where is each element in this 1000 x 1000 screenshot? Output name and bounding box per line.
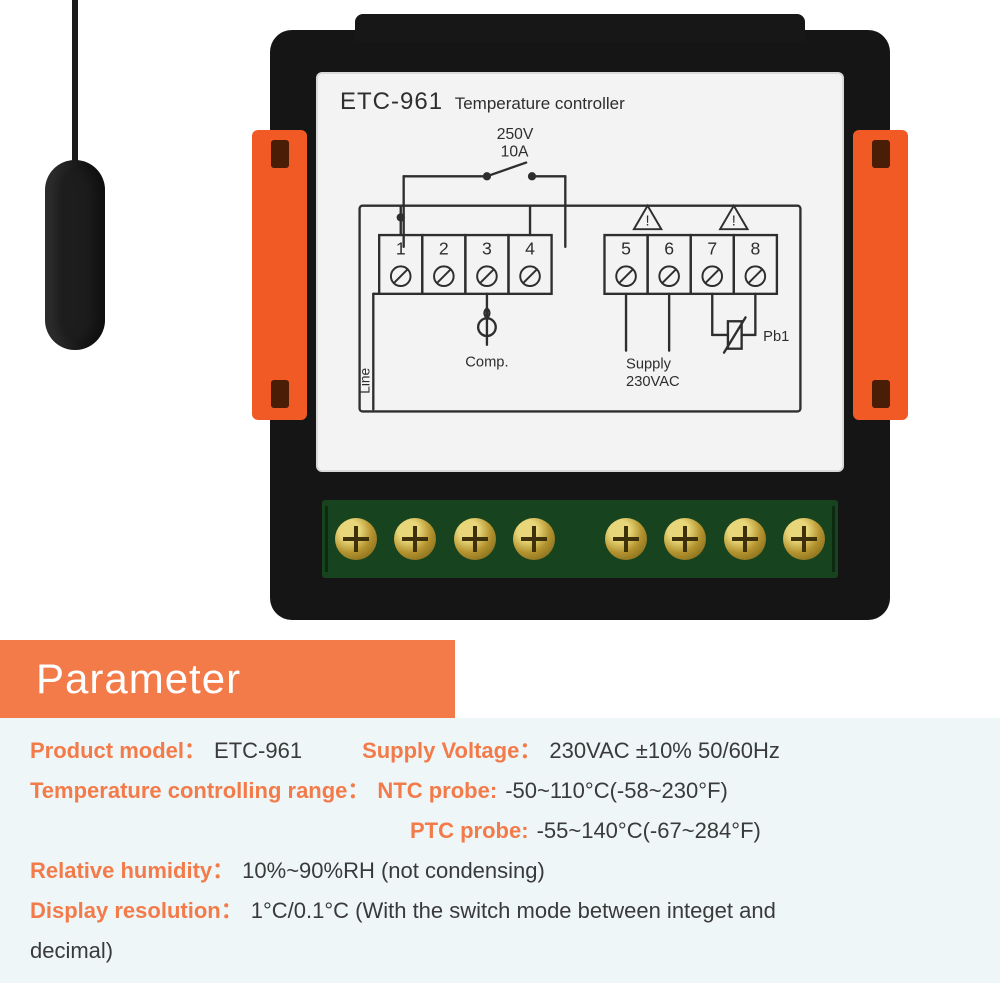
ntc-key: NTC probe: — [377, 774, 497, 808]
svg-text:4: 4 — [525, 239, 535, 259]
terminal-screw-2[interactable] — [394, 518, 436, 560]
controller-device: ETC-961 Temperature controller 250V 10A — [270, 30, 890, 620]
row-humidity: Relative humidity： 10%~90%RH (not conden… — [30, 854, 970, 888]
resolution-value: 1°C/0.1°C (With the switch mode between … — [251, 894, 776, 928]
parameter-header: Parameter — [0, 640, 455, 718]
svg-text:1: 1 — [396, 239, 406, 259]
device-top-ridge — [355, 14, 805, 42]
terminal-screw-1[interactable] — [335, 518, 377, 560]
temperature-probe — [30, 0, 120, 380]
svg-text:7: 7 — [707, 239, 717, 259]
row-temp-range: Temperature controlling range： NTC probe… — [30, 774, 970, 808]
parameter-body: Product model： ETC-961 Supply Voltage： 2… — [30, 734, 970, 975]
terminal-screw-6[interactable] — [664, 518, 706, 560]
ptc-value: -55~140°C(-67~284°F) — [537, 814, 761, 848]
mounting-clip-left — [252, 130, 307, 420]
product-model-key: Product model： — [30, 734, 206, 768]
mounting-clip-right — [853, 130, 908, 420]
terminal-screw-8[interactable] — [783, 518, 825, 560]
svg-text:!: ! — [646, 213, 650, 229]
device-model: ETC-961 — [340, 88, 443, 115]
wiring-diagram-svg: 250V 10A — [340, 116, 820, 456]
svg-text:!: ! — [732, 213, 736, 229]
device-subtitle: Temperature controller — [455, 94, 625, 113]
row-ptc: PTC probe: -55~140°C(-67~284°F) — [30, 814, 970, 848]
svg-text:8: 8 — [750, 239, 760, 259]
supply-voltage-value: 230VAC ±10% 50/60Hz — [549, 734, 780, 768]
terminal-strip — [322, 500, 838, 578]
humidity-value: 10%~90%RH (not condensing) — [242, 854, 545, 888]
parameter-header-text: Parameter — [36, 655, 241, 702]
probe-tip — [45, 160, 105, 350]
row-resolution-2: decimal) — [30, 934, 970, 968]
terminal-screw-5[interactable] — [605, 518, 647, 560]
terminal-screw-7[interactable] — [724, 518, 766, 560]
ntc-value: -50~110°C(-58~230°F) — [505, 774, 728, 808]
svg-text:6: 6 — [664, 239, 674, 259]
resolution-value-2: decimal) — [30, 934, 113, 968]
svg-text:5: 5 — [621, 239, 631, 259]
relay-voltage-text: 250V — [497, 126, 534, 143]
wiring-label-plate: ETC-961 Temperature controller 250V 10A — [316, 72, 844, 472]
row-model-supply: Product model： ETC-961 Supply Voltage： 2… — [30, 734, 970, 768]
supply-label: Supply — [626, 356, 672, 372]
relay-current-text: 10A — [501, 144, 529, 161]
humidity-key: Relative humidity： — [30, 854, 234, 888]
resolution-key: Display resolution： — [30, 894, 243, 928]
wiring-diagram: 250V 10A — [340, 116, 820, 456]
svg-text:3: 3 — [482, 239, 492, 259]
temp-range-key: Temperature controlling range： — [30, 774, 369, 808]
probe-wire — [72, 0, 78, 170]
svg-text:2: 2 — [439, 239, 449, 259]
probe-label: Pb1 — [763, 329, 789, 345]
comp-label: Comp. — [465, 354, 508, 370]
terminal-screw-4[interactable] — [513, 518, 555, 560]
line-label: Line — [357, 367, 372, 393]
supply-voltage-key: Supply Voltage： — [362, 734, 541, 768]
ptc-key: PTC probe: — [410, 814, 529, 848]
terminal-screw-3[interactable] — [454, 518, 496, 560]
row-resolution: Display resolution： 1°C/0.1°C (With the … — [30, 894, 970, 928]
device-title: ETC-961 Temperature controller — [340, 88, 820, 116]
supply-voltage-label: 230VAC — [626, 374, 680, 390]
product-model-value: ETC-961 — [214, 734, 302, 768]
